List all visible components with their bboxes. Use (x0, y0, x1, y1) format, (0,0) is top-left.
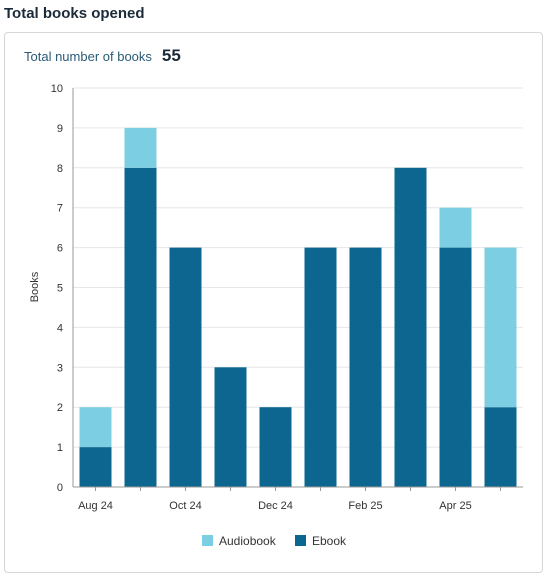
bar-ebook-oct-24[interactable] (169, 247, 202, 487)
bars (79, 127, 517, 488)
bar-ebook-jan-25[interactable] (304, 247, 337, 487)
summary-value: 55 (161, 46, 181, 65)
bar-ebook-apr-25[interactable] (439, 247, 472, 487)
x-tick-label: Apr 25 (439, 500, 471, 512)
bar-audiobook-may-25[interactable] (484, 247, 517, 408)
bar-ebook-feb-25[interactable] (349, 247, 382, 487)
bar-audiobook-apr-25[interactable] (439, 207, 472, 248)
y-tick-label: 2 (57, 402, 63, 414)
axes: 0 1 2 3 4 5 6 7 8 9 10 Aug 24 Oct 24 Dec 24 Feb 25 Apr … (51, 83, 523, 512)
y-tick-label: 6 (57, 243, 63, 255)
y-tick-label: 9 (57, 123, 63, 135)
bar-ebook-nov-24[interactable] (214, 367, 247, 487)
y-tick-label: 3 (57, 362, 63, 374)
legend-swatch-audiobook[interactable] (202, 535, 213, 546)
legend: Audiobook Ebook (202, 534, 347, 548)
bar-ebook-sep-24[interactable] (124, 167, 157, 488)
page-title: Total books opened (4, 5, 145, 22)
x-tick-label: Aug 24 (78, 500, 113, 512)
bar-ebook-aug-24[interactable] (79, 447, 112, 487)
x-tick-label: Dec 24 (258, 500, 293, 512)
legend-swatch-ebook[interactable] (295, 535, 306, 546)
y-axis-label: Books (29, 271, 41, 302)
x-tick-label: Oct 24 (169, 500, 201, 512)
y-tick-label: 5 (57, 283, 63, 295)
y-tick-label: 8 (57, 163, 63, 175)
summary-label: Total number of books (24, 49, 152, 64)
y-tick-label: 10 (51, 83, 63, 95)
y-tick-label: 1 (57, 442, 63, 454)
bar-ebook-mar-25[interactable] (394, 167, 427, 488)
y-tick-label: 7 (57, 203, 63, 215)
summary: Total number of books 55 (24, 46, 181, 66)
bar-ebook-may-25[interactable] (484, 407, 517, 487)
legend-label-ebook[interactable]: Ebook (312, 534, 347, 548)
legend-label-audiobook[interactable]: Audiobook (219, 534, 277, 548)
bar-audiobook-sep-24[interactable] (124, 127, 157, 168)
y-tick-label: 0 (57, 482, 63, 494)
bar-audiobook-aug-24[interactable] (79, 407, 112, 448)
x-tick-label: Feb 25 (348, 500, 382, 512)
y-tick-label: 4 (57, 322, 63, 334)
bar-ebook-dec-24[interactable] (259, 407, 292, 487)
